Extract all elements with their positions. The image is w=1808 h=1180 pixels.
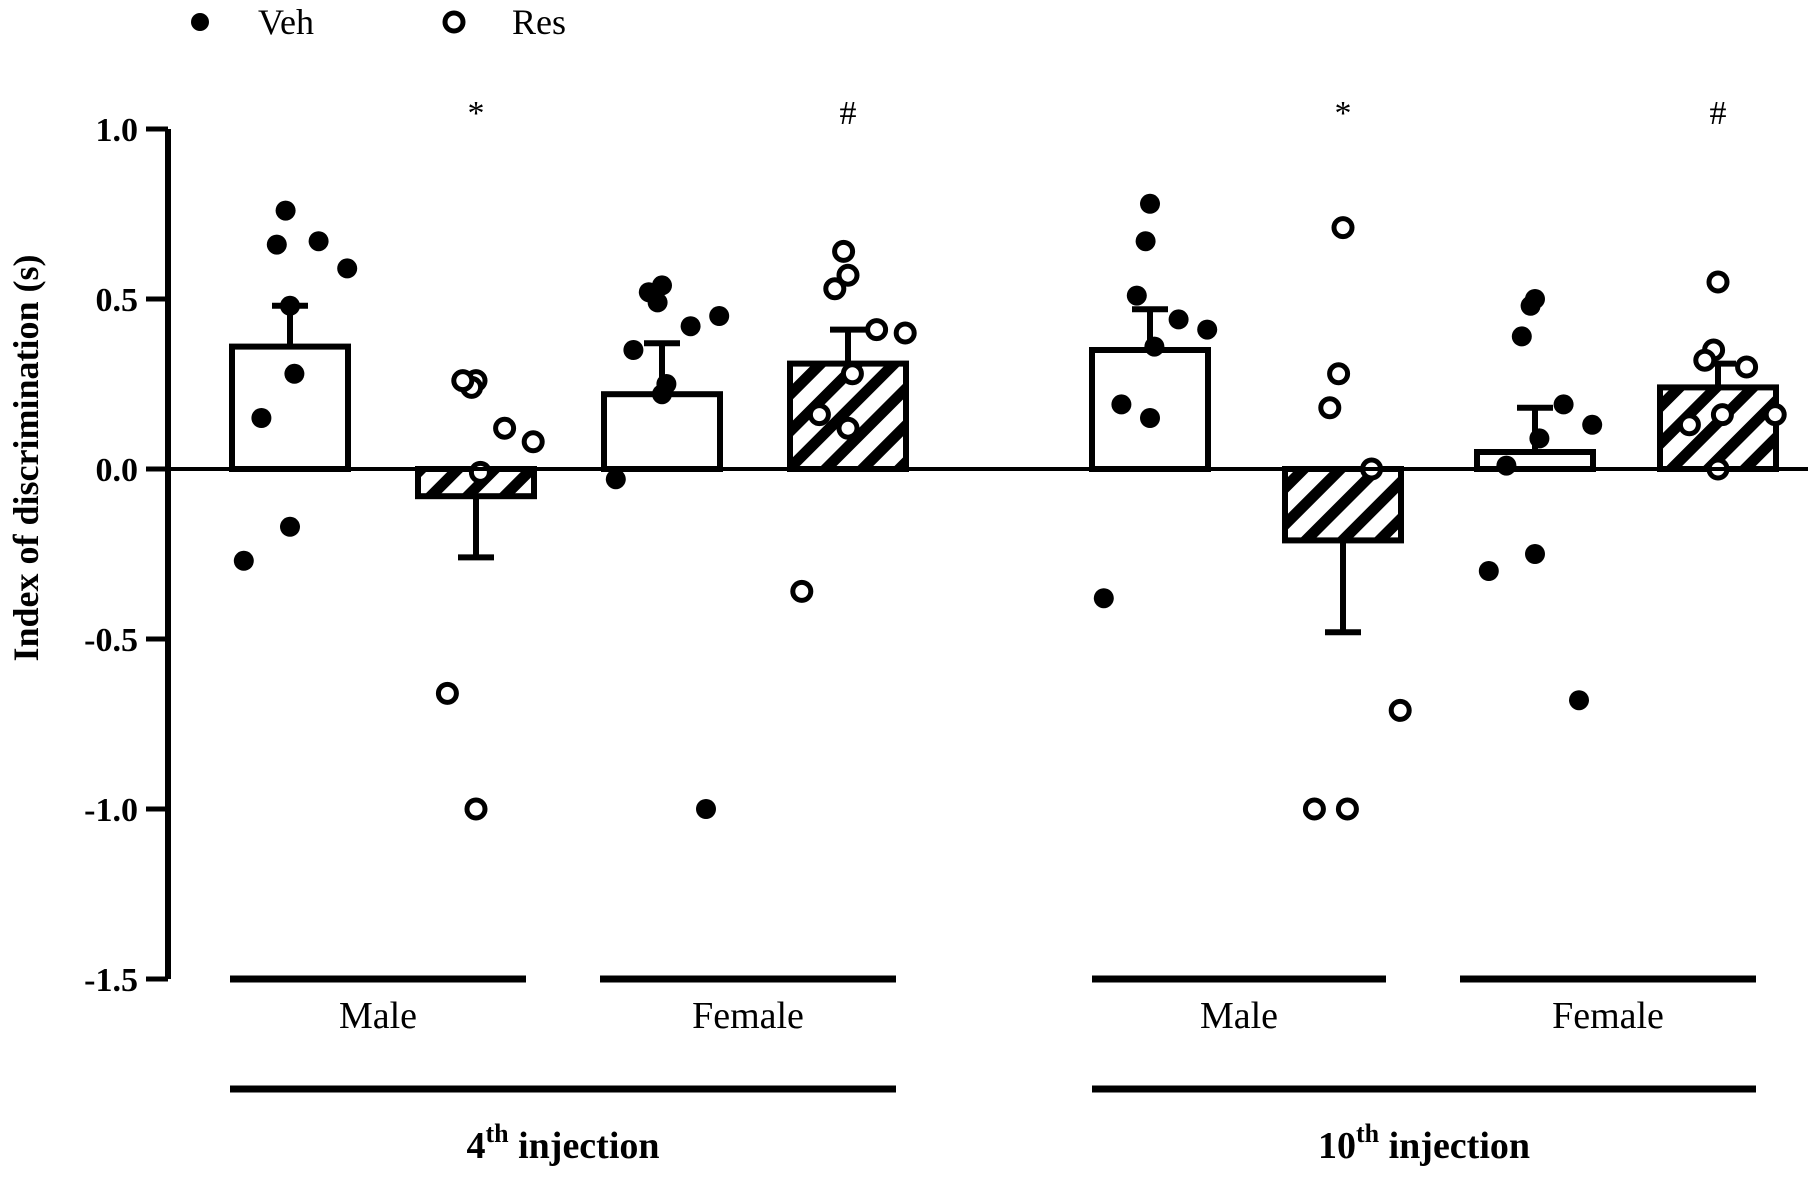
data-point [1710, 403, 1734, 427]
data-point [832, 239, 856, 263]
y-axis: 1.0 0.5 0.0 -0.5 -1.0 -1.5 [84, 112, 171, 999]
data-point [1197, 319, 1218, 340]
data-point [1093, 588, 1114, 609]
data-point [1677, 413, 1701, 437]
group-label-female: Female [1552, 995, 1664, 1037]
data-point [790, 579, 814, 603]
data-point [1302, 797, 1326, 821]
data-point [1569, 690, 1589, 711]
data-point [493, 416, 517, 440]
data-point [638, 282, 659, 303]
y-tick-label: -1.5 [84, 962, 138, 999]
data-point [807, 403, 831, 427]
data-point [1529, 428, 1550, 449]
data-point [1520, 295, 1541, 316]
data-point [1144, 336, 1165, 357]
legend-res-label: Res [512, 2, 566, 42]
data-point [1511, 326, 1532, 347]
data-point [1763, 403, 1787, 427]
data-point [521, 430, 545, 454]
injection-label: 4th injection [466, 1119, 659, 1167]
significance-annotation: # [1710, 95, 1727, 132]
data-point [893, 321, 917, 345]
data-point [1135, 231, 1156, 252]
legend-veh-label: Veh [258, 2, 314, 42]
legend-res-marker [442, 10, 466, 34]
data-point [284, 363, 305, 384]
legend: Veh Res [191, 2, 566, 42]
data-point [1126, 285, 1147, 306]
data-point [1478, 561, 1499, 581]
y-tick-label: -1.0 [84, 792, 138, 829]
data-point [652, 384, 672, 405]
data-point [1388, 698, 1412, 722]
y-tick-label: 1.0 [96, 112, 139, 149]
data-point [1525, 544, 1545, 564]
group-label-female: Female [692, 995, 804, 1037]
data-point [1327, 362, 1351, 386]
data-point [337, 258, 358, 279]
data-point [605, 469, 626, 490]
significance-annotation: # [840, 95, 857, 132]
significance-annotation: * [1335, 95, 1352, 132]
data-point [1335, 797, 1359, 821]
data-point [1168, 309, 1189, 330]
bar-4th-female-veh [601, 391, 723, 473]
data-point [840, 362, 864, 386]
data-point [308, 231, 329, 252]
data-point [1706, 270, 1730, 294]
data-point [680, 316, 701, 337]
data-point [451, 369, 475, 393]
data-point [1496, 455, 1517, 476]
bar-10th-female-veh [1474, 449, 1596, 472]
data-point [709, 306, 730, 326]
data-point [435, 681, 459, 705]
data-point [251, 408, 272, 428]
group-labels: Male Female Male Female 4th injection 10th in… [230, 975, 1756, 1167]
bar-10th-male-res [1282, 466, 1404, 544]
data-point [823, 277, 847, 301]
data-point [464, 797, 488, 821]
data-point [1331, 216, 1355, 240]
data-point [280, 516, 300, 537]
y-tick-label: 0.0 [96, 452, 139, 489]
data-point [1693, 348, 1717, 372]
data-point [623, 340, 644, 360]
legend-veh-marker [191, 13, 209, 31]
significance-annotation: * [468, 95, 485, 132]
group-label-male: Male [1200, 995, 1278, 1037]
data-point [1582, 414, 1603, 435]
data-point [1140, 408, 1160, 428]
data-point [233, 550, 254, 571]
data-point [696, 799, 716, 819]
data-point [266, 234, 287, 255]
data-point [865, 318, 889, 342]
data-point [836, 263, 860, 287]
group-label-male: Male [339, 995, 417, 1037]
y-tick-label: 0.5 [96, 282, 139, 319]
data-point [468, 460, 492, 484]
injection-label: 10th injection [1318, 1119, 1530, 1167]
data-point [275, 200, 296, 221]
bar-10th-female-res [1657, 384, 1779, 472]
data-point [1111, 394, 1132, 415]
y-axis-label: Index of discrimination (s) [6, 254, 46, 661]
data-point [1735, 355, 1759, 379]
data-point [1140, 193, 1160, 214]
data-point [280, 295, 300, 316]
plot-area: * # * # [229, 95, 1787, 821]
data-point [1553, 394, 1574, 415]
data-point [1318, 396, 1342, 420]
y-tick-label: -0.5 [84, 622, 138, 659]
data-point [836, 416, 860, 440]
